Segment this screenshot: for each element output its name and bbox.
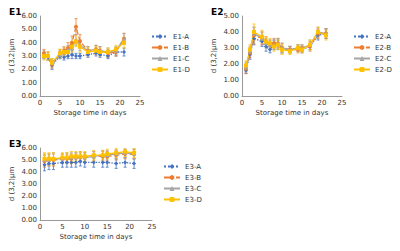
svg-text:20: 20 bbox=[125, 223, 134, 231]
svg-text:10: 10 bbox=[80, 223, 89, 231]
svg-text:1.00: 1.00 bbox=[21, 204, 37, 212]
svg-text:1.00: 1.00 bbox=[223, 76, 239, 84]
svg-text:0: 0 bbox=[38, 99, 42, 107]
svg-text:25: 25 bbox=[136, 99, 145, 107]
svg-text:0.00: 0.00 bbox=[223, 92, 239, 100]
svg-text:6.00: 6.00 bbox=[21, 12, 37, 20]
svg-text:15: 15 bbox=[298, 99, 307, 107]
svg-text:3.00: 3.00 bbox=[21, 180, 37, 188]
svg-text:5.00: 5.00 bbox=[21, 25, 37, 33]
svg-text:5: 5 bbox=[260, 99, 264, 107]
svg-text:E3: E3 bbox=[9, 139, 21, 149]
svg-text:5.00: 5.00 bbox=[21, 156, 37, 164]
svg-text:2.00: 2.00 bbox=[223, 60, 239, 68]
svg-text:E2-B: E2-B bbox=[375, 44, 391, 52]
svg-text:E2-C: E2-C bbox=[375, 55, 391, 63]
svg-text:d (3,2)μm: d (3,2)μm bbox=[8, 39, 16, 74]
svg-text:E1-D: E1-D bbox=[173, 66, 190, 74]
svg-text:E3-A: E3-A bbox=[185, 163, 201, 171]
svg-text:4.00: 4.00 bbox=[21, 39, 37, 47]
svg-text:10: 10 bbox=[278, 99, 287, 107]
svg-text:E3-B: E3-B bbox=[185, 174, 201, 182]
svg-text:0: 0 bbox=[240, 99, 244, 107]
svg-text:Storage time in days: Storage time in days bbox=[54, 109, 127, 117]
svg-text:20: 20 bbox=[318, 99, 327, 107]
svg-text:Storage time in days: Storage time in days bbox=[256, 109, 329, 117]
svg-text:15: 15 bbox=[96, 99, 105, 107]
svg-text:5: 5 bbox=[60, 223, 64, 231]
svg-text:6.00: 6.00 bbox=[21, 144, 37, 152]
svg-text:E1-B: E1-B bbox=[173, 44, 189, 52]
svg-text:E1-A: E1-A bbox=[173, 33, 189, 41]
svg-text:E3-C: E3-C bbox=[185, 185, 201, 193]
svg-text:E2: E2 bbox=[211, 7, 223, 17]
svg-text:15: 15 bbox=[103, 223, 112, 231]
svg-text:0.00: 0.00 bbox=[21, 92, 37, 100]
svg-text:5.00: 5.00 bbox=[223, 12, 239, 20]
svg-text:2.00: 2.00 bbox=[21, 65, 37, 73]
svg-text:3.00: 3.00 bbox=[223, 44, 239, 52]
svg-text:E1: E1 bbox=[9, 7, 21, 17]
svg-text:3.00: 3.00 bbox=[21, 52, 37, 60]
svg-text:E1-C: E1-C bbox=[173, 55, 189, 63]
svg-text:25: 25 bbox=[338, 99, 347, 107]
svg-text:E2-A: E2-A bbox=[375, 33, 391, 41]
svg-text:2.00: 2.00 bbox=[21, 192, 37, 200]
svg-text:0: 0 bbox=[38, 223, 42, 231]
svg-text:d (3,2)μm: d (3,2)μm bbox=[8, 167, 16, 202]
svg-text:E2-D: E2-D bbox=[375, 66, 392, 74]
svg-text:5: 5 bbox=[58, 99, 62, 107]
svg-text:4.00: 4.00 bbox=[223, 28, 239, 36]
svg-text:20: 20 bbox=[116, 99, 125, 107]
svg-text:E3-D: E3-D bbox=[185, 196, 202, 204]
svg-text:4.00: 4.00 bbox=[21, 168, 37, 176]
svg-text:d (3,2)μm: d (3,2)μm bbox=[210, 39, 218, 74]
svg-text:25: 25 bbox=[148, 223, 157, 231]
svg-text:10: 10 bbox=[76, 99, 85, 107]
svg-text:0.00: 0.00 bbox=[21, 216, 37, 224]
svg-text:1.00: 1.00 bbox=[21, 79, 37, 87]
svg-text:Storage time in days: Storage time in days bbox=[60, 233, 133, 241]
